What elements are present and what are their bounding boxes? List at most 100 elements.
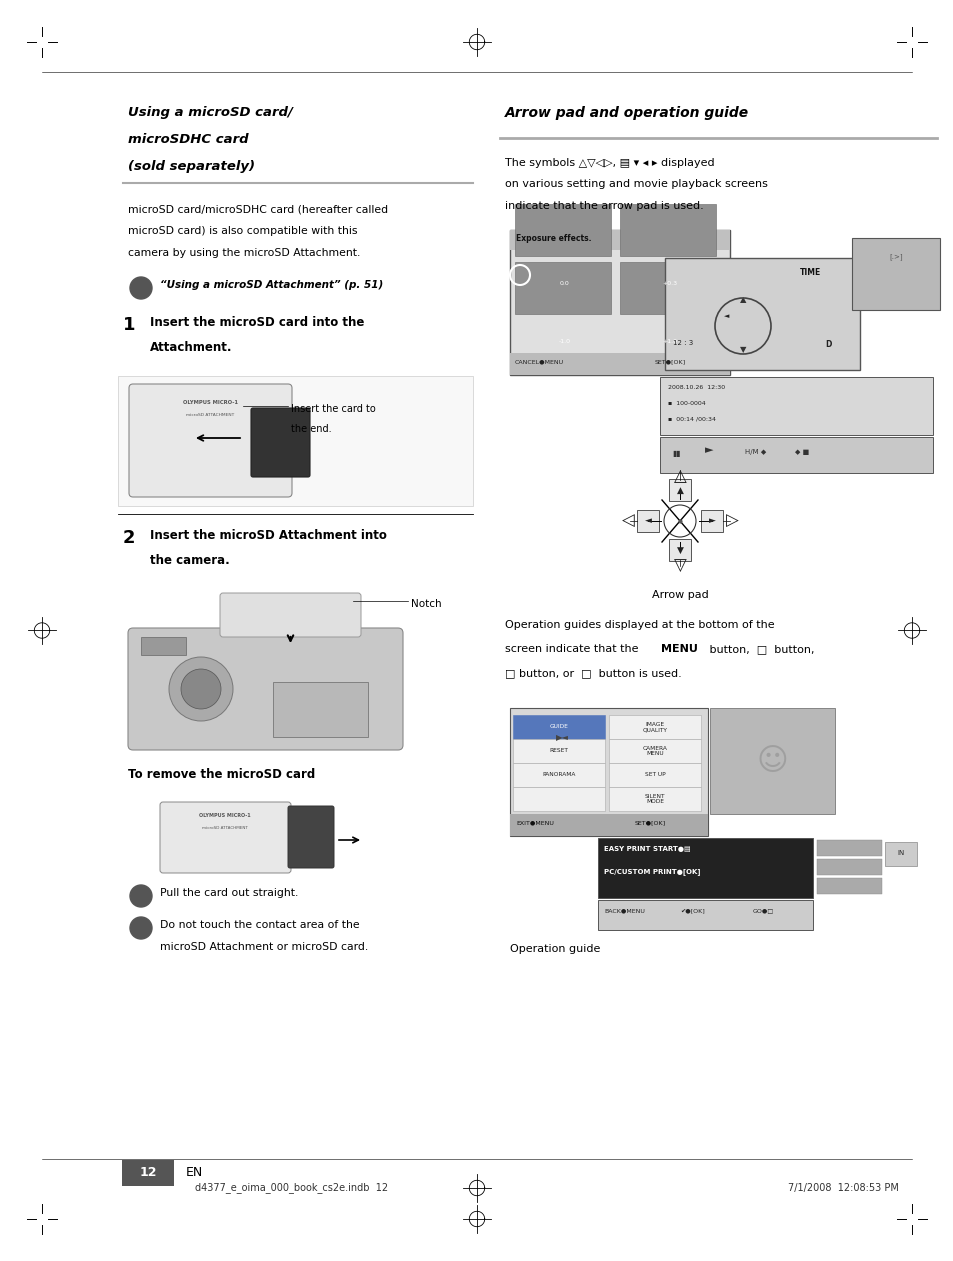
FancyBboxPatch shape [884,842,916,866]
Text: To remove the microSD card: To remove the microSD card [128,768,314,781]
Text: RESET: RESET [549,749,568,754]
Text: △: △ [673,467,685,485]
Text: SET UP: SET UP [644,773,664,778]
Text: camera by using the microSD Attachment.: camera by using the microSD Attachment. [128,248,360,259]
Text: OLYMPUS MICRO-1: OLYMPUS MICRO-1 [183,400,238,405]
FancyBboxPatch shape [510,230,729,250]
Text: “Using a microSD Attachment” (p. 51): “Using a microSD Attachment” (p. 51) [160,280,383,290]
Text: 7/1/2008  12:08:53 PM: 7/1/2008 12:08:53 PM [787,1183,898,1193]
Text: IN: IN [897,850,903,856]
Text: EXIT●MENU: EXIT●MENU [516,820,554,825]
FancyBboxPatch shape [513,739,604,763]
Text: ▷: ▷ [725,512,738,530]
Text: Operation guides displayed at the bottom of the: Operation guides displayed at the bottom… [504,620,774,630]
Text: ▲: ▲ [676,485,682,494]
FancyBboxPatch shape [510,353,729,375]
Text: PC/CUSTOM PRINT●[OK]: PC/CUSTOM PRINT●[OK] [603,868,700,875]
FancyBboxPatch shape [220,593,360,637]
Text: CANCEL●MENU: CANCEL●MENU [515,359,563,364]
FancyBboxPatch shape [598,900,812,931]
Text: indicate that the arrow pad is used.: indicate that the arrow pad is used. [504,200,703,211]
FancyBboxPatch shape [608,715,700,739]
FancyBboxPatch shape [608,787,700,811]
FancyBboxPatch shape [273,682,368,736]
FancyBboxPatch shape [515,262,610,314]
Text: microSD ATTACHMENT: microSD ATTACHMENT [202,826,248,830]
Text: ▪  00:14 /00:34: ▪ 00:14 /00:34 [667,417,716,422]
FancyBboxPatch shape [668,538,690,561]
FancyBboxPatch shape [619,262,716,314]
Text: ▪  100-0004: ▪ 100-0004 [667,401,705,406]
Text: (sold separately): (sold separately) [128,160,254,173]
Text: TIME: TIME [800,269,821,277]
Text: !: ! [139,892,143,900]
Text: ▶◄: ▶◄ [555,734,568,743]
Text: Insert the microSD Attachment into: Insert the microSD Attachment into [150,530,387,542]
Text: Insert the card to: Insert the card to [291,404,375,414]
Text: Exposure effects.: Exposure effects. [516,235,591,243]
Text: PANORAMA: PANORAMA [541,773,575,778]
FancyBboxPatch shape [816,878,882,894]
FancyBboxPatch shape [513,715,604,739]
FancyBboxPatch shape [851,238,939,310]
Text: Notch: Notch [411,599,441,609]
FancyBboxPatch shape [659,377,932,435]
FancyBboxPatch shape [619,204,716,256]
Text: SILENT
MODE: SILENT MODE [644,793,664,805]
Text: GUIDE: GUIDE [549,725,568,730]
FancyBboxPatch shape [598,839,812,898]
Text: ►: ► [704,445,713,455]
Text: d4377_e_oima_000_book_cs2e.indb  12: d4377_e_oima_000_book_cs2e.indb 12 [194,1183,388,1193]
Text: the camera.: the camera. [150,554,230,567]
FancyBboxPatch shape [260,410,282,460]
Text: SET●[OK]: SET●[OK] [655,359,685,364]
Text: on various setting and movie playback screens: on various setting and movie playback sc… [504,179,767,189]
Text: Arrow pad: Arrow pad [651,590,708,600]
FancyBboxPatch shape [659,438,932,473]
Circle shape [130,277,152,299]
Text: □ button, or  □  button is used.: □ button, or □ button is used. [504,668,681,678]
FancyBboxPatch shape [510,230,729,375]
FancyBboxPatch shape [513,787,604,811]
Text: CAMERA
MENU: CAMERA MENU [642,745,667,757]
Text: Arrow pad and operation guide: Arrow pad and operation guide [504,106,748,120]
Text: -1.0: -1.0 [558,339,571,344]
FancyBboxPatch shape [608,763,700,787]
Text: Do not touch the contact area of the: Do not touch the contact area of the [160,921,359,931]
Text: ▽: ▽ [673,557,685,575]
FancyBboxPatch shape [288,806,334,868]
FancyBboxPatch shape [668,479,690,501]
Text: ▲: ▲ [739,295,745,304]
Text: Pull the card out straight.: Pull the card out straight. [160,888,298,898]
Text: microSDHC card: microSDHC card [128,132,249,146]
Text: Attachment.: Attachment. [150,340,233,354]
FancyBboxPatch shape [129,385,292,497]
FancyBboxPatch shape [118,376,473,506]
Text: GO●□: GO●□ [752,908,774,913]
FancyBboxPatch shape [515,204,610,256]
Text: EN: EN [186,1166,203,1179]
Text: OLYMPUS MICRO-1: OLYMPUS MICRO-1 [199,813,251,818]
Text: H/M ◆: H/M ◆ [744,449,765,455]
Text: microSD ATTACHMENT: microSD ATTACHMENT [186,414,234,417]
Circle shape [181,670,221,709]
Text: Insert the microSD card into the: Insert the microSD card into the [150,317,364,329]
Text: BACK●MENU: BACK●MENU [603,908,644,913]
Text: 2008.10.26  12:30: 2008.10.26 12:30 [667,385,724,390]
Text: D: D [824,340,830,349]
Text: ◆ ■: ◆ ■ [794,449,808,455]
Text: !: ! [139,923,143,932]
Text: The symbols △▽◁▷, ▤ ▾ ◂ ▸ displayed: The symbols △▽◁▷, ▤ ▾ ◂ ▸ displayed [504,158,714,168]
FancyBboxPatch shape [251,409,310,477]
Text: Using a microSD card/: Using a microSD card/ [128,106,293,119]
Text: the end.: the end. [291,424,332,434]
Text: 2: 2 [123,530,135,547]
Text: ►: ► [708,517,715,526]
Text: ▮▮: ▮▮ [671,449,679,458]
FancyBboxPatch shape [141,637,186,654]
FancyBboxPatch shape [608,739,700,763]
FancyBboxPatch shape [709,707,834,815]
Text: 0.0: 0.0 [559,281,569,286]
FancyBboxPatch shape [122,1160,173,1187]
FancyBboxPatch shape [160,802,291,873]
